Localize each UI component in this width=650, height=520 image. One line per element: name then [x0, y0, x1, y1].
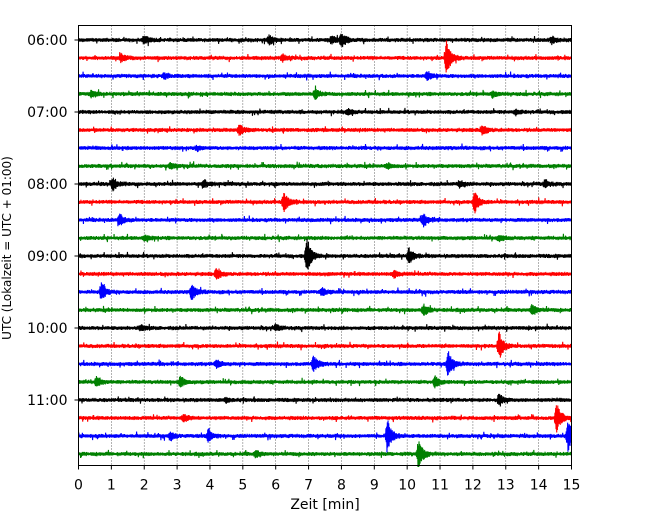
trace-0630 — [77, 71, 573, 81]
trace-0830 — [77, 213, 573, 228]
x-tick-label: 15 — [563, 478, 581, 494]
trace-0615 — [77, 40, 573, 73]
trace-0845 — [77, 233, 573, 243]
x-tick-label: 2 — [140, 478, 149, 494]
trace-1000 — [77, 323, 573, 333]
x-tick-label: 13 — [497, 478, 515, 494]
y-tick-label: 06:00 — [27, 33, 67, 49]
trace-0800 — [77, 177, 573, 192]
x-tick-label: 6 — [271, 478, 280, 494]
trace-1145 — [77, 441, 573, 467]
trace-0945 — [77, 303, 573, 316]
x-tick-label: 4 — [206, 478, 215, 494]
x-tick-label: 10 — [398, 478, 416, 494]
x-tick-label: 0 — [74, 478, 83, 494]
y-axis-label: UTC (Lokalzeit = UTC + 01:00) — [0, 156, 14, 340]
x-tick-label: 1 — [107, 478, 116, 494]
y-axis-ticks: 06:00 07:00 08:00 09:00 10:00 11:00 — [27, 33, 79, 409]
trace-0700 — [77, 107, 573, 117]
trace-0915 — [77, 268, 573, 280]
trace-1030 — [77, 351, 573, 376]
x-axis-label: Zeit [min] — [290, 497, 359, 513]
trace-1015 — [77, 331, 573, 358]
y-tick-label: 09:00 — [27, 249, 67, 265]
trace-0815 — [77, 192, 573, 214]
x-tick-label: 7 — [304, 478, 313, 494]
trace-0730 — [77, 143, 573, 153]
y-tick-label: 08:00 — [27, 177, 67, 193]
trace-0930 — [77, 282, 573, 300]
x-axis-ticks: 0 1 2 3 4 5 6 7 8 9 10 11 12 13 14 15 — [74, 465, 581, 494]
x-tick-label: 3 — [173, 478, 182, 494]
trace-0715 — [77, 124, 573, 136]
trace-1045 — [77, 375, 573, 389]
x-tick-label: 11 — [431, 478, 449, 494]
plot-frame — [78, 25, 572, 466]
trace-1130 — [77, 420, 573, 453]
x-tick-label: 8 — [337, 478, 346, 494]
trace-1115 — [77, 405, 573, 433]
y-tick-label: 11:00 — [27, 393, 67, 409]
x-tick-label: 14 — [530, 478, 548, 494]
x-tick-label: 12 — [464, 478, 482, 494]
trace-0745 — [77, 161, 573, 171]
y-tick-label: 10:00 — [27, 321, 67, 337]
trace-0900 — [77, 238, 573, 270]
trace-0645 — [77, 85, 573, 100]
trace-1100 — [77, 393, 573, 407]
y-tick-label: 07:00 — [27, 105, 67, 121]
trace-0600 — [77, 33, 573, 48]
vertical-grid — [111, 25, 539, 466]
seismogram-traces — [77, 33, 573, 467]
x-tick-label: 9 — [370, 478, 379, 494]
x-tick-label: 5 — [238, 478, 247, 494]
